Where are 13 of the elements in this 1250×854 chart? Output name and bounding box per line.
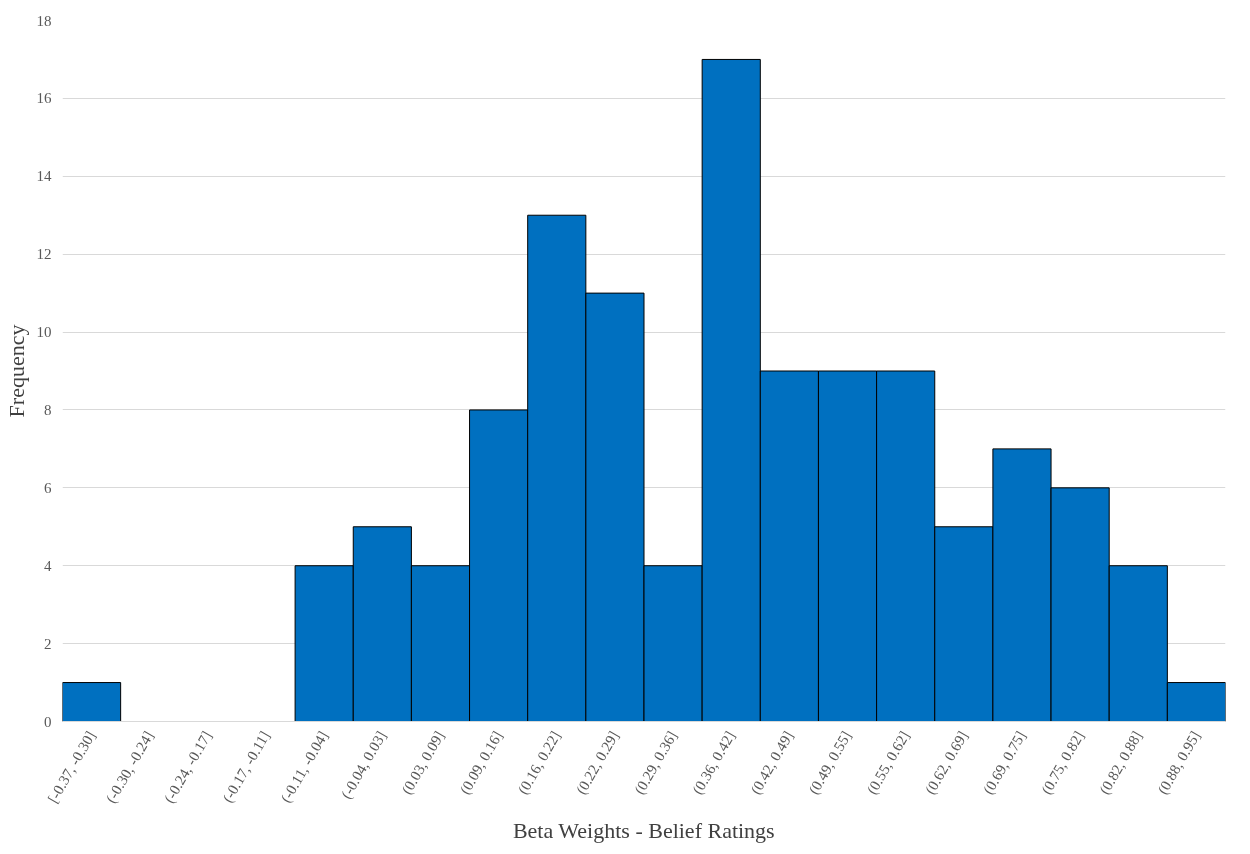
y-tick-label: 6 bbox=[44, 479, 52, 496]
y-tick-label: 14 bbox=[36, 168, 52, 185]
y-tick-label: 8 bbox=[44, 401, 52, 418]
y-tick-label: 18 bbox=[36, 12, 52, 29]
y-tick-label: 2 bbox=[44, 635, 52, 652]
y-tick-label: 0 bbox=[44, 713, 52, 730]
y-tick-label: 12 bbox=[36, 246, 52, 263]
y-axis-title: Frequency bbox=[3, 324, 29, 418]
x-axis-title: Beta Weights - Belief Ratings bbox=[512, 817, 775, 843]
y-tick-label: 4 bbox=[44, 557, 52, 574]
bar bbox=[62, 682, 122, 722]
y-tick-label: 10 bbox=[36, 324, 52, 341]
y-tick-label: 16 bbox=[36, 90, 52, 107]
